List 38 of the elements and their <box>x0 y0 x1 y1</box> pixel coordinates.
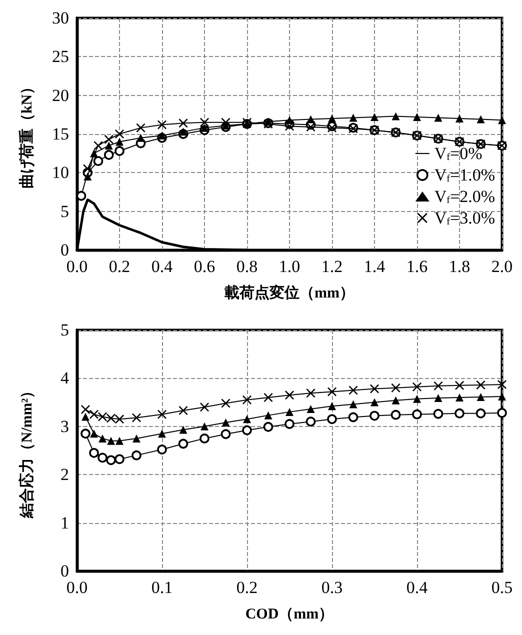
y-tick-label: 0 <box>60 240 69 260</box>
x-tick-label: 1.6 <box>406 257 428 276</box>
x-tick-label: 0.0 <box>66 257 88 276</box>
x-tick-label: 0.2 <box>236 578 258 597</box>
x-axis-title: COD（mm） <box>245 606 334 622</box>
x-axis-title: 載荷点変位（mm） <box>224 284 354 302</box>
x-tick-label: 1.8 <box>448 257 470 276</box>
x-tick-label: 0.0 <box>66 578 88 597</box>
y-tick-label: 2 <box>60 465 69 484</box>
x-tick-label: 0.2 <box>108 257 130 276</box>
y-tick-label: 4 <box>60 368 70 388</box>
legend-label: Vf=3.0% <box>434 208 495 228</box>
legend-label: Vf=2.0% <box>434 187 495 206</box>
y-tick-label: 0 <box>60 562 69 580</box>
x-tick-label: 2.0 <box>491 257 513 276</box>
x-tick-label: 0.1 <box>151 578 173 597</box>
x-tick-label: 1.2 <box>321 257 343 276</box>
y-tick-label: 20 <box>52 86 69 105</box>
x-tick-label: 0.4 <box>406 578 428 597</box>
x-tick-label: 0.6 <box>194 257 216 276</box>
x-tick-label: 0.4 <box>151 257 174 276</box>
x-tick-label: 0.8 <box>236 257 258 276</box>
x-tick-label: 1.4 <box>364 257 386 276</box>
x-tick-label: 0.5 <box>491 578 513 597</box>
legend-label: Vf=1.0% <box>434 166 495 184</box>
y-tick-label: 5 <box>60 202 69 221</box>
y-tick-label: 5 <box>60 320 69 340</box>
y-tick-label: 15 <box>52 124 69 144</box>
y-tick-label: 10 <box>52 163 69 182</box>
y-axis-title: 結合応力（N/mm²） <box>18 383 36 519</box>
x-tick-label: 0.3 <box>321 578 343 597</box>
y-axis-title: 曲げ荷重（kN） <box>18 79 36 189</box>
y-tick-label: 1 <box>60 513 69 532</box>
y-tick-label: 25 <box>52 47 69 66</box>
x-tick-label: 1.0 <box>278 257 300 276</box>
legend-label: Vf=0% <box>434 144 482 163</box>
y-tick-label: 30 <box>52 8 69 28</box>
y-tick-label: 3 <box>60 416 69 436</box>
